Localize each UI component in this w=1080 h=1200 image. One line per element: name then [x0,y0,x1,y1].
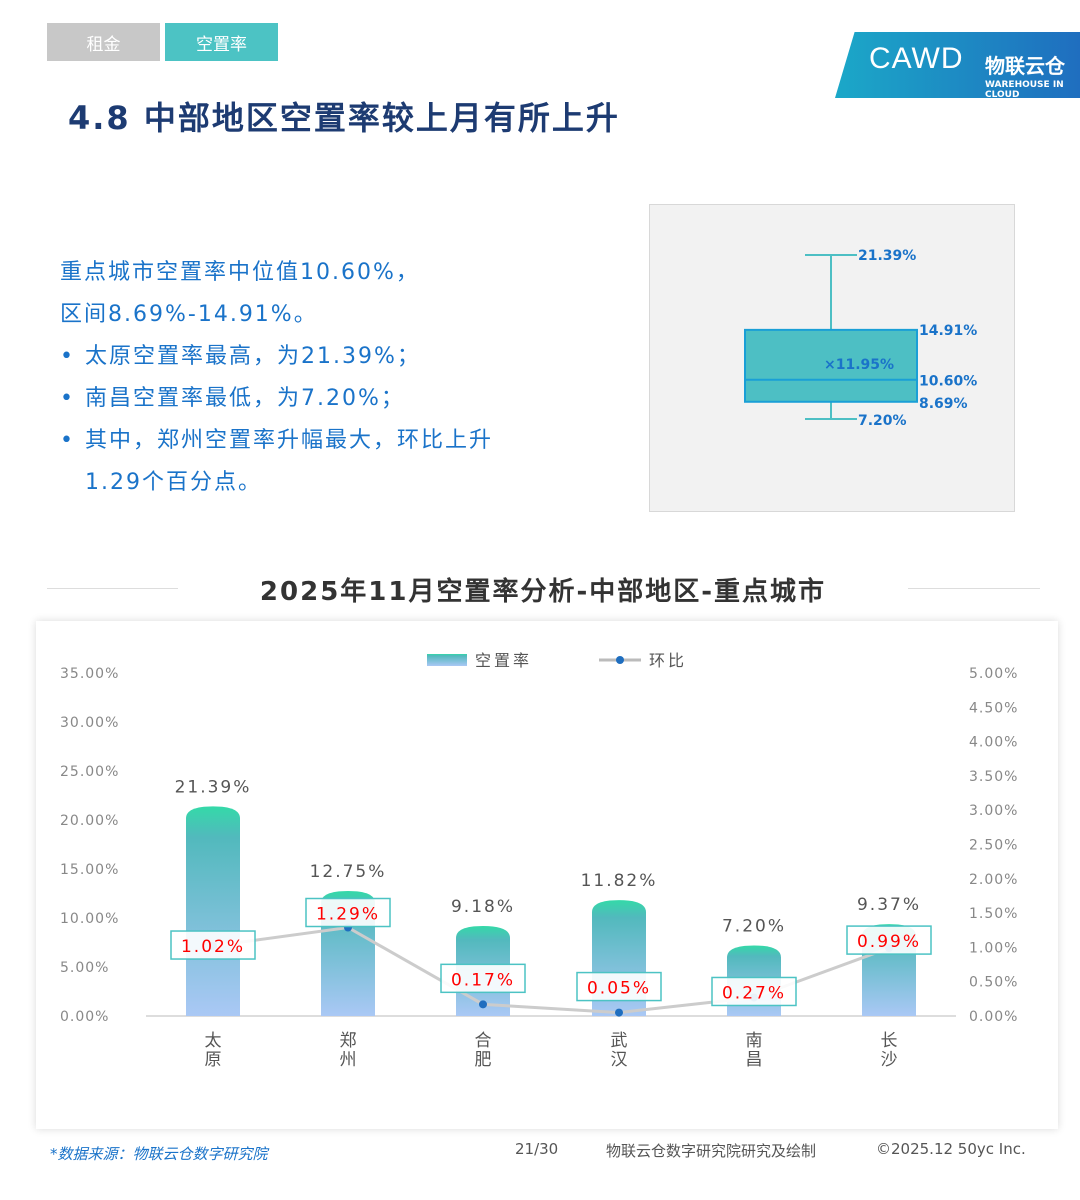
right-tick: 2.50% [969,838,1018,854]
chart-title: 2025年11月空置率分析-中部地区-重点城市 [178,570,908,614]
summary-bullet: 南昌空置率最低，为7.20%； [60,378,493,420]
right-tick: 2.00% [969,872,1018,888]
summary: 重点城市空置率中位值10.60%， 区间8.69%-14.91%。 太原空置率最… [60,252,493,504]
right-tick: 1.00% [969,940,1018,956]
bar-label: 11.82% [581,871,658,891]
right-tick: 5.00% [969,666,1018,682]
box-plot-panel: 21.39% 14.91% ×11.95% 10.60% 8.69% 7.20% [649,204,1015,512]
summary-line: 区间8.69%-14.91%。 [60,302,318,327]
category-label: 郑 [340,1031,357,1051]
left-tick: 35.00% [60,666,119,682]
category-label: 太 [205,1031,222,1051]
category-label: 长 [881,1031,898,1051]
line-label-box [711,976,797,1007]
tab-vacancy[interactable]: 空置率 [165,23,278,61]
bar-label: 21.39% [175,777,252,797]
min-label: 7.20% [858,413,907,429]
left-tick: 20.00% [60,813,119,829]
summary-line: 重点城市空置率中位值10.60%， [60,260,420,285]
summary-bullet: 太原空置率最高，为21.39%； [60,336,493,378]
legend-swatch-dot [616,656,624,664]
right-tick: 4.00% [969,735,1018,751]
tab-rent[interactable]: 租金 [47,23,160,61]
line-label-box [305,897,391,928]
line-point [479,1000,487,1009]
right-tick: 3.00% [969,803,1018,819]
legend-swatch-bar [427,654,467,666]
left-tick: 10.00% [60,911,119,927]
right-tick: 0.00% [969,1009,1018,1025]
line-label: 0.99% [857,932,921,952]
page-number: 21/30 [515,1140,559,1158]
legend-label: 空置率 [475,651,532,670]
bar-label: 9.18% [451,897,515,917]
summary-bullet-cont: 1.29个百分点。 [85,470,262,495]
legend-label: 环比 [649,651,687,670]
copyright: ©2025.12 50yc Inc. [876,1140,1026,1158]
data-source: *数据来源：物联云仓数字研究院 [50,1145,268,1163]
logo-cawd: CAWD [869,42,964,75]
line-label: 1.02% [181,937,245,957]
left-tick: 30.00% [60,715,119,731]
logo: CAWD 物联云仓 WAREHOUSE IN CLOUD [835,32,1080,98]
line-label: 0.05% [587,979,651,999]
right-tick: 0.50% [969,975,1018,991]
category-label: 汉 [611,1050,628,1070]
category-label: 肥 [475,1050,492,1070]
credit: 物联云仓数字研究院研究及绘制 [606,1142,817,1160]
left-tick: 0.00% [60,1009,109,1025]
bar-label: 12.75% [310,862,387,882]
category-label: 沙 [881,1050,898,1070]
line-label: 0.27% [722,983,786,1003]
right-tick: 3.50% [969,769,1018,785]
left-tick: 25.00% [60,764,119,780]
line-point [615,1008,623,1017]
logo-wic: 物联云仓 [985,54,1065,78]
right-tick: 4.50% [969,700,1018,716]
line-label-box [576,971,662,1002]
bar-label: 9.37% [857,895,921,915]
bar [186,806,240,1016]
bar-line-chart: 0.00% 5.00% 10.00% 15.00% 20.00% 25.00% 30.00%… [60,651,1018,1070]
line-label-box [440,963,526,994]
line-label: 1.29% [316,905,380,925]
left-tick: 15.00% [60,862,119,878]
median-label: 10.60% [919,374,977,390]
chart-card: 0.00% 5.00% 10.00% 15.00% 20.00% 25.00% 30.00%… [36,621,1058,1129]
line-label-box [846,925,932,955]
q3-label: 14.91% [919,323,977,339]
logo-wic-sub: WAREHOUSE IN CLOUD [985,80,1064,100]
category-label: 武 [611,1031,628,1051]
box-plot: 21.39% 14.91% ×11.95% 10.60% 8.69% 7.20% [744,248,977,429]
mean-label: ×11.95% [824,357,894,373]
category-label: 州 [340,1050,357,1070]
line-label: 0.17% [451,970,515,990]
category-label: 南 [746,1031,763,1051]
right-tick: 1.50% [969,906,1018,922]
iqr-box [744,328,918,403]
page-title: 4.8 中部地区空置率较上月有所上升 [68,99,620,137]
line-label-box [170,930,256,960]
category-label: 原 [205,1050,222,1070]
left-tick: 5.00% [60,960,109,976]
max-label: 21.39% [858,248,916,264]
q1-label: 8.69% [919,396,968,412]
bar-label: 7.20% [722,916,786,936]
category-label: 合 [475,1031,492,1051]
category-label: 昌 [746,1050,763,1070]
summary-bullet: 其中，郑州空置率升幅最大，环比上升 [60,420,493,462]
